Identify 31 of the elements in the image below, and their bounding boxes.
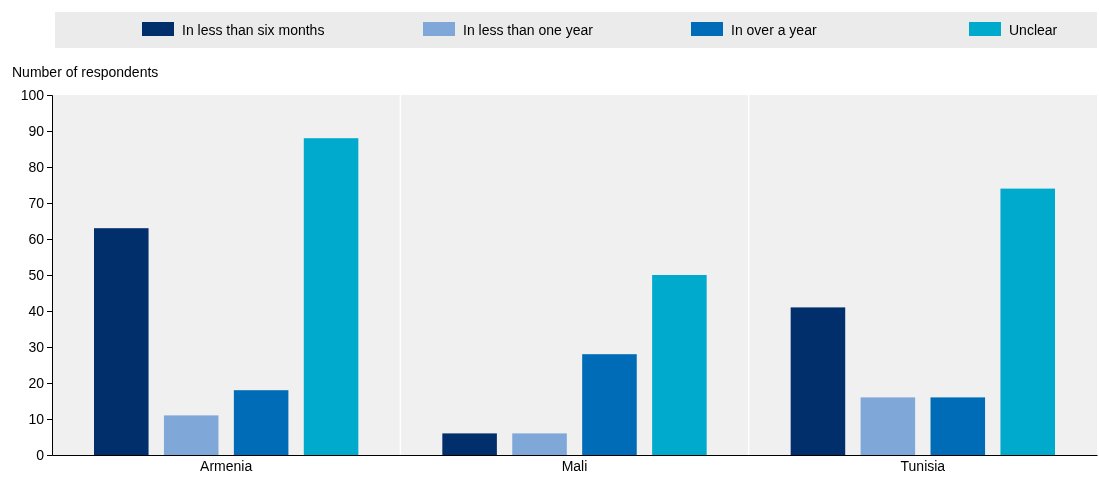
bar (94, 228, 149, 455)
y-tick-label: 90 (28, 122, 45, 139)
bar (233, 390, 289, 455)
x-tick-label: Mali (561, 457, 588, 474)
bar (303, 138, 359, 455)
bar (163, 415, 219, 455)
y-tick-label: 100 (20, 86, 45, 103)
bar (512, 433, 567, 455)
y-tick-label: 40 (28, 302, 45, 319)
y-axis-title: Number of respondents (12, 64, 159, 80)
bar (860, 397, 916, 455)
y-tick-label: 10 (28, 410, 45, 427)
y-tick-label: 80 (28, 158, 45, 175)
legend-label: In over a year (731, 22, 817, 38)
legend-label: Unclear (1009, 22, 1058, 38)
y-tick-label: 30 (28, 338, 45, 355)
x-tick-label: Tunisia (900, 457, 946, 474)
bar (582, 354, 637, 455)
bar (930, 397, 986, 455)
legend-label: In less than one year (463, 22, 594, 38)
bar (652, 275, 707, 455)
bar (790, 307, 846, 455)
y-tick-label: 50 (28, 266, 45, 283)
bar (1000, 188, 1055, 455)
y-tick-label: 60 (28, 230, 45, 247)
y-tick-label: 20 (28, 374, 45, 391)
legend-label: In less than six months (182, 22, 325, 38)
y-tick-label: 70 (28, 194, 45, 211)
x-tick-label: Armenia (200, 457, 253, 474)
y-tick-label: 0 (36, 446, 45, 463)
bar (442, 433, 497, 455)
